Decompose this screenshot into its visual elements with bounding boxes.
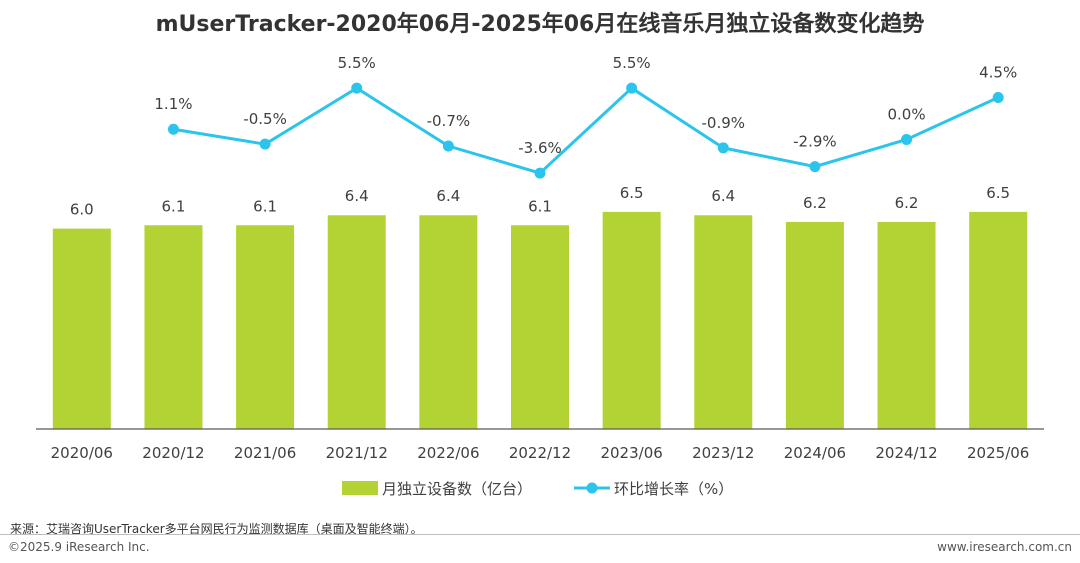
x-tick-label: 2022/12 xyxy=(509,444,571,462)
bar-2021/06 xyxy=(236,225,295,429)
x-tick-label: 2021/12 xyxy=(326,444,388,462)
rate-point-2022/12 xyxy=(534,167,546,179)
rate-value-label: -3.6% xyxy=(518,139,562,157)
rate-value-label: -0.9% xyxy=(702,114,746,132)
bar-value-labels: 6.0 6.1 6.1 6.4 6.4 6.1 6.5 6.4 6.2 6.2 6.5 xyxy=(70,184,1010,219)
rate-value-label: 1.1% xyxy=(154,95,192,113)
rate-point-2023/12 xyxy=(717,142,729,154)
rate-value-label: 0.0% xyxy=(887,106,925,124)
chart-title: mUserTracker-2020年06月-2025年06月在线音乐月独立设备数… xyxy=(155,12,925,37)
growth-rate-line xyxy=(173,86,999,175)
bar-2020/06 xyxy=(52,228,111,429)
growth-rate-points xyxy=(167,82,1004,179)
rate-value-label: 4.5% xyxy=(979,63,1017,81)
bar-value-label: 6.2 xyxy=(895,194,919,212)
bar-value-label: 6.2 xyxy=(803,194,827,212)
rate-value-label: 5.5% xyxy=(338,54,376,72)
source-note: 来源：艾瑞咨询UserTracker多平台网民行为监测数据库（桌面及智能终端）。 xyxy=(10,522,423,536)
bar-2023/06 xyxy=(602,211,661,429)
bar-value-label: 6.1 xyxy=(253,197,277,215)
bar-2021/12 xyxy=(327,215,386,429)
rate-point-2025/06 xyxy=(992,91,1004,103)
x-tick-label: 2025/06 xyxy=(967,444,1029,462)
bar-value-label: 6.4 xyxy=(436,187,460,205)
bar-value-label: 6.5 xyxy=(620,184,644,202)
bar-2025/06 xyxy=(969,211,1028,429)
rate-point-2022/06 xyxy=(442,140,454,152)
rate-value-label: -0.7% xyxy=(427,112,471,130)
rate-point-2021/12 xyxy=(351,82,363,94)
x-axis-tick-labels: 2020/06 2020/12 2021/06 2021/12 2022/06 2022/… xyxy=(51,444,1030,462)
x-tick-label: 2024/06 xyxy=(784,444,846,462)
legend-bar-swatch xyxy=(342,481,378,495)
x-tick-label: 2023/06 xyxy=(600,444,662,462)
rate-point-2020/12 xyxy=(167,123,179,135)
growth-rate-labels: 1.1% -0.5% 5.5% -0.7% -3.6% 5.5% -0.9% -2.9% 0.0… xyxy=(154,54,1017,157)
x-tick-label: 2020/12 xyxy=(142,444,204,462)
rate-value-label: 5.5% xyxy=(613,54,651,72)
footer-divider xyxy=(0,534,1080,535)
bar-2022/12 xyxy=(511,225,569,429)
bar-2022/06 xyxy=(419,215,478,429)
rate-point-2024/12 xyxy=(901,134,913,145)
x-tick-label: 2020/06 xyxy=(51,444,113,462)
rate-point-2021/06 xyxy=(259,138,271,150)
rate-point-2023/06 xyxy=(626,82,638,94)
bar-value-label: 6.4 xyxy=(345,187,369,205)
x-tick-label: 2024/12 xyxy=(875,444,937,462)
legend-bar-label: 月独立设备数（亿台） xyxy=(382,480,532,498)
rate-value-label: -0.5% xyxy=(243,110,287,128)
rate-value-label: -2.9% xyxy=(793,133,837,151)
bar-2023/12 xyxy=(694,215,753,429)
copyright-text: ©2025.9 iResearch Inc. xyxy=(8,540,150,554)
bar-2020/12 xyxy=(144,225,203,429)
website-link[interactable]: www.iresearch.com.cn xyxy=(937,540,1072,554)
rate-point-2024/06 xyxy=(809,161,821,173)
x-tick-label: 2021/06 xyxy=(234,444,296,462)
bar-value-label: 6.4 xyxy=(711,187,735,205)
bar-value-label: 6.0 xyxy=(70,201,94,219)
legend-line-label: 环比增长率（%） xyxy=(614,480,733,498)
x-tick-label: 2022/06 xyxy=(417,444,479,462)
bar-value-label: 6.5 xyxy=(986,184,1010,202)
bar-series xyxy=(52,211,1028,429)
bar-2024/12 xyxy=(877,221,936,429)
bar-2024/06 xyxy=(785,221,844,429)
legend-line-marker xyxy=(586,482,598,494)
bar-value-label: 6.1 xyxy=(528,197,552,215)
legend: 月独立设备数（亿台） 环比增长率（%） xyxy=(342,480,733,498)
bar-value-label: 6.1 xyxy=(162,197,186,215)
x-tick-label: 2023/12 xyxy=(692,444,754,462)
